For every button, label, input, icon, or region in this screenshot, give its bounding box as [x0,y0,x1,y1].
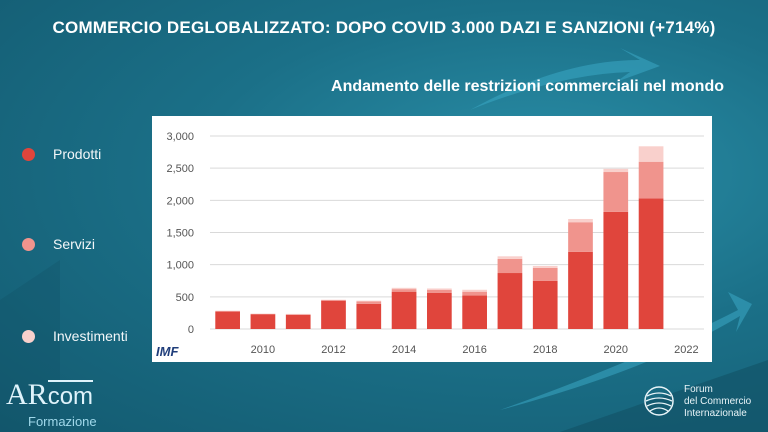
globe-icon [644,386,674,416]
bar-servizi-2018 [532,267,558,281]
bar-prodotti-2010 [250,314,276,329]
bar-prodotti-2009 [215,311,240,329]
legend-item-investimenti: Investimenti [22,328,128,344]
arcom-logo-sub: Formazione [28,414,97,429]
forum-line-2: del Commercio [684,396,752,407]
source-label: IMF [156,344,179,359]
legend-label-prodotti: Prodotti [53,146,102,162]
arcom-logo-ar: AR [6,378,48,411]
bar-servizi-2014 [391,289,417,292]
bar-servizi-2009 [215,310,240,312]
legend-dot-servizi [22,237,35,251]
bar-investimenti-2014 [391,287,417,290]
bar-investimenti-2021 [638,146,664,162]
x-tick-label: 2020 [604,344,628,356]
y-tick-label: 2,000 [166,195,194,207]
forum-line-1: Forum [684,384,713,395]
bar-investimenti-2018 [532,265,558,268]
arcom-logo: ARcom Formazione [6,378,97,429]
bar-servizi-2019 [568,222,593,252]
y-tick-label: 2,500 [166,163,194,175]
x-tick-label: 2010 [251,344,275,356]
bar-servizi-2016 [462,291,487,296]
bar-servizi-2013 [356,301,382,304]
bar-servizi-2020 [603,172,629,212]
bar-investimenti-2019 [568,218,593,223]
legend-dot-prodotti [22,147,35,161]
bar-servizi-2011 [285,314,311,315]
bar-servizi-2021 [638,161,664,199]
x-tick-label: 2018 [533,344,557,356]
bar-prodotti-2016 [462,295,487,329]
y-tick-label: 500 [176,292,194,304]
legend-label-investimenti: Investimenti [53,328,128,344]
bar-prodotti-2020 [603,211,629,329]
bar-investimenti-2013 [356,300,382,302]
bar-prodotti-2014 [391,291,417,329]
x-tick-label: 2016 [462,344,486,356]
bar-investimenti-2020 [603,168,629,173]
legend-item-prodotti: Prodotti [22,146,101,162]
bar-investimenti-2015 [427,288,452,290]
x-tick-label: 2012 [321,344,345,356]
arcom-logo-com: com [47,380,94,410]
bar-prodotti-2021 [638,198,664,329]
chart-subtitle: Andamento delle restrizioni commerciali … [331,78,724,95]
bar-investimenti-2017 [497,256,523,259]
legend-item-servizi: Servizi [22,236,95,252]
bar-prodotti-2015 [427,292,452,329]
y-tick-label: 1,000 [166,260,194,272]
x-tick-label: 2022 [674,344,698,356]
bar-prodotti-2017 [497,273,523,329]
forum-line-3: Internazionale [684,408,747,419]
bar-chart: 0 500 1,000 1,500 2,000 2,500 3,000 2010 2012 201… [156,131,704,359]
slide-title: COMMERCIO DEGLOBALIZZATO: DOPO COVID 3.0… [52,18,716,37]
y-tick-label: 0 [188,324,194,336]
legend-dot-investimenti [22,329,35,343]
forum-text: Forum del Commercio Internazionale [684,384,768,420]
bar-prodotti-2013 [356,303,382,329]
legend-label-servizi: Servizi [53,236,96,252]
y-tick-label: 3,000 [166,131,194,143]
bar-prodotti-2018 [532,280,558,329]
bar-servizi-2015 [427,289,452,293]
bar-servizi-2012 [321,300,346,301]
forum-logo: Forum del Commercio Internazionale [642,384,768,420]
bar-prodotti-2012 [321,300,346,329]
bar-investimenti-2016 [462,289,487,292]
x-tick-label: 2014 [392,344,416,356]
y-tick-label: 1,500 [166,228,194,240]
bar-prodotti-2019 [568,251,593,329]
bar-prodotti-2011 [285,314,311,329]
bar-servizi-2017 [497,258,523,274]
chart-panel: 0 500 1,000 1,500 2,000 2,500 3,000 2010 2012 201… [152,116,712,362]
